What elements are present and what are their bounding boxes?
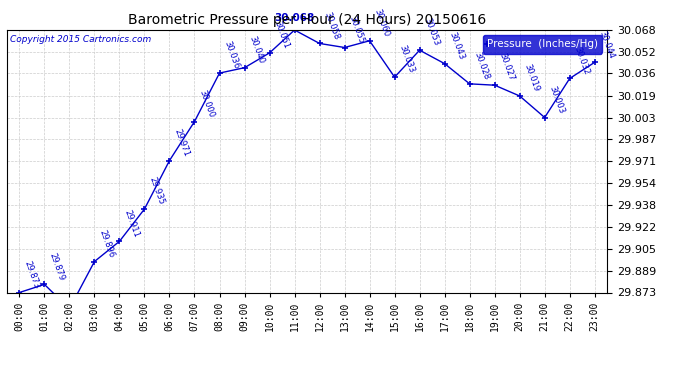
Text: 29.873: 29.873 <box>22 259 41 290</box>
Text: 30.060: 30.060 <box>373 8 391 38</box>
Text: Copyright 2015 Cartronics.com: Copyright 2015 Cartronics.com <box>10 35 151 44</box>
Text: 30.027: 30.027 <box>497 52 516 82</box>
Text: 30.053: 30.053 <box>422 17 441 47</box>
Text: 30.019: 30.019 <box>522 63 541 93</box>
Text: 30.058: 30.058 <box>322 10 341 40</box>
Text: 30.003: 30.003 <box>547 84 566 115</box>
Text: 29.971: 29.971 <box>172 128 190 158</box>
Text: 30.036: 30.036 <box>222 40 241 70</box>
Text: 30.043: 30.043 <box>447 30 466 61</box>
Text: 30.028: 30.028 <box>473 51 491 81</box>
Text: 29.879: 29.879 <box>47 251 66 282</box>
Text: 30.044: 30.044 <box>598 29 616 60</box>
Text: 29.896: 29.896 <box>97 228 116 259</box>
Text: 29.911: 29.911 <box>122 209 141 238</box>
Text: 30.068: 30.068 <box>275 13 315 23</box>
Text: 30.040: 30.040 <box>247 34 266 65</box>
Text: 30.051: 30.051 <box>273 20 290 50</box>
Text: 30.033: 30.033 <box>397 44 416 74</box>
Text: 30.000: 30.000 <box>197 88 216 119</box>
Title: Barometric Pressure per Hour (24 Hours) 20150616: Barometric Pressure per Hour (24 Hours) … <box>128 13 486 27</box>
Text: 30.055: 30.055 <box>347 14 366 45</box>
Text: 29.861: 29.861 <box>0 374 1 375</box>
Text: 30.032: 30.032 <box>573 45 591 76</box>
Text: 29.935: 29.935 <box>147 176 166 206</box>
Legend: Pressure  (Inches/Hg): Pressure (Inches/Hg) <box>483 35 602 54</box>
